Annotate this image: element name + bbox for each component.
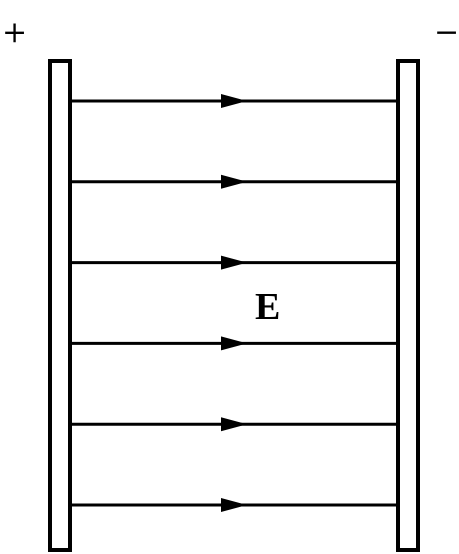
positive-sign-label: +	[2, 15, 27, 50]
field-arrow-5	[221, 417, 247, 432]
field-arrow-6	[221, 498, 247, 512]
field-arrow-1	[221, 94, 247, 108]
negative-plate	[396, 59, 420, 552]
field-arrow-2	[221, 174, 247, 189]
negative-sign-label: −	[434, 15, 459, 50]
positive-plate	[48, 59, 72, 552]
field-label-e: E	[255, 286, 280, 328]
field-arrow-4	[221, 336, 247, 351]
field-arrow-3	[221, 255, 247, 270]
field-lines-group	[70, 94, 398, 512]
